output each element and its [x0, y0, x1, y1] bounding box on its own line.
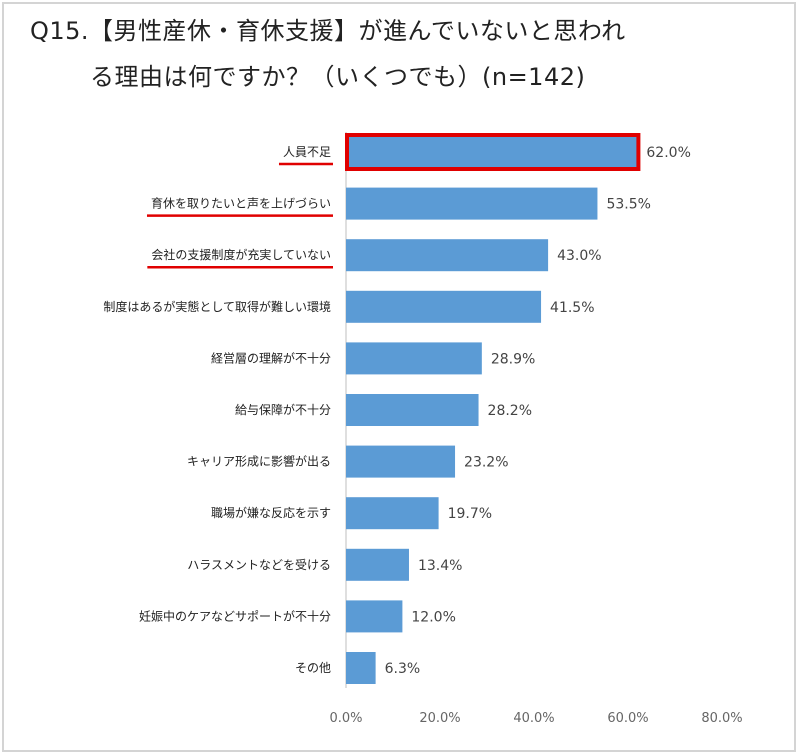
value-label: 6.3%: [385, 661, 421, 677]
category-label: 妊娠中のケアなどサポートが不十分: [139, 608, 331, 623]
category-label: 経営層の理解が不十分: [211, 350, 331, 365]
value-label: 41.5%: [550, 300, 594, 316]
bar: [346, 652, 376, 684]
value-label: 19.7%: [448, 506, 492, 522]
bar-highlight-box: [345, 133, 641, 171]
bar: [346, 187, 598, 220]
chart-title-line-2: る理由は何ですか？（いくつでも）(n=142): [90, 63, 586, 91]
x-tick-label: 40.0%: [513, 711, 554, 726]
value-label: 28.9%: [491, 351, 535, 367]
bar: [346, 445, 456, 478]
chart-title: Q15.【男性産休・育休支援】が進んでいないと思われ る理由は何ですか？（いくつ…: [30, 8, 770, 100]
category-label: 会社の支援制度が充実していない: [151, 247, 331, 262]
category-label: 人員不足: [283, 145, 331, 159]
category-label: その他: [295, 661, 331, 675]
x-tick-label: 0.0%: [329, 711, 362, 726]
value-label: 53.5%: [606, 197, 650, 213]
category-label: 職場が嫌な反応を示す: [211, 505, 331, 520]
chart-title-line-1: Q15.【男性産休・育休支援】が進んでいないと思われ: [30, 17, 626, 45]
category-label: 育休を取りたいと声を上げづらい: [151, 196, 331, 211]
category-label: 給与保障が不十分: [235, 402, 331, 417]
value-label: 28.2%: [488, 403, 532, 419]
bar: [346, 239, 549, 272]
value-label: 62.0%: [646, 145, 690, 161]
x-tick-label: 80.0%: [701, 711, 742, 726]
x-tick-label: 20.0%: [419, 711, 460, 726]
bar: [346, 394, 479, 426]
bar: [346, 290, 542, 323]
value-label: 43.0%: [557, 248, 601, 264]
value-label: 12.0%: [411, 609, 455, 625]
bar: [346, 342, 482, 375]
value-label: 13.4%: [418, 558, 462, 574]
bar: [346, 497, 439, 530]
bar: [346, 548, 409, 581]
value-label: 23.2%: [464, 455, 508, 471]
x-tick-label: 60.0%: [607, 711, 648, 726]
bar: [346, 136, 638, 168]
category-label: キャリア形成に影響が出る: [187, 454, 331, 469]
category-label: ハラスメントなどを受ける: [187, 558, 331, 572]
category-label: 制度はあるが実態として取得が難しい環境: [103, 299, 331, 314]
bar: [346, 600, 403, 633]
